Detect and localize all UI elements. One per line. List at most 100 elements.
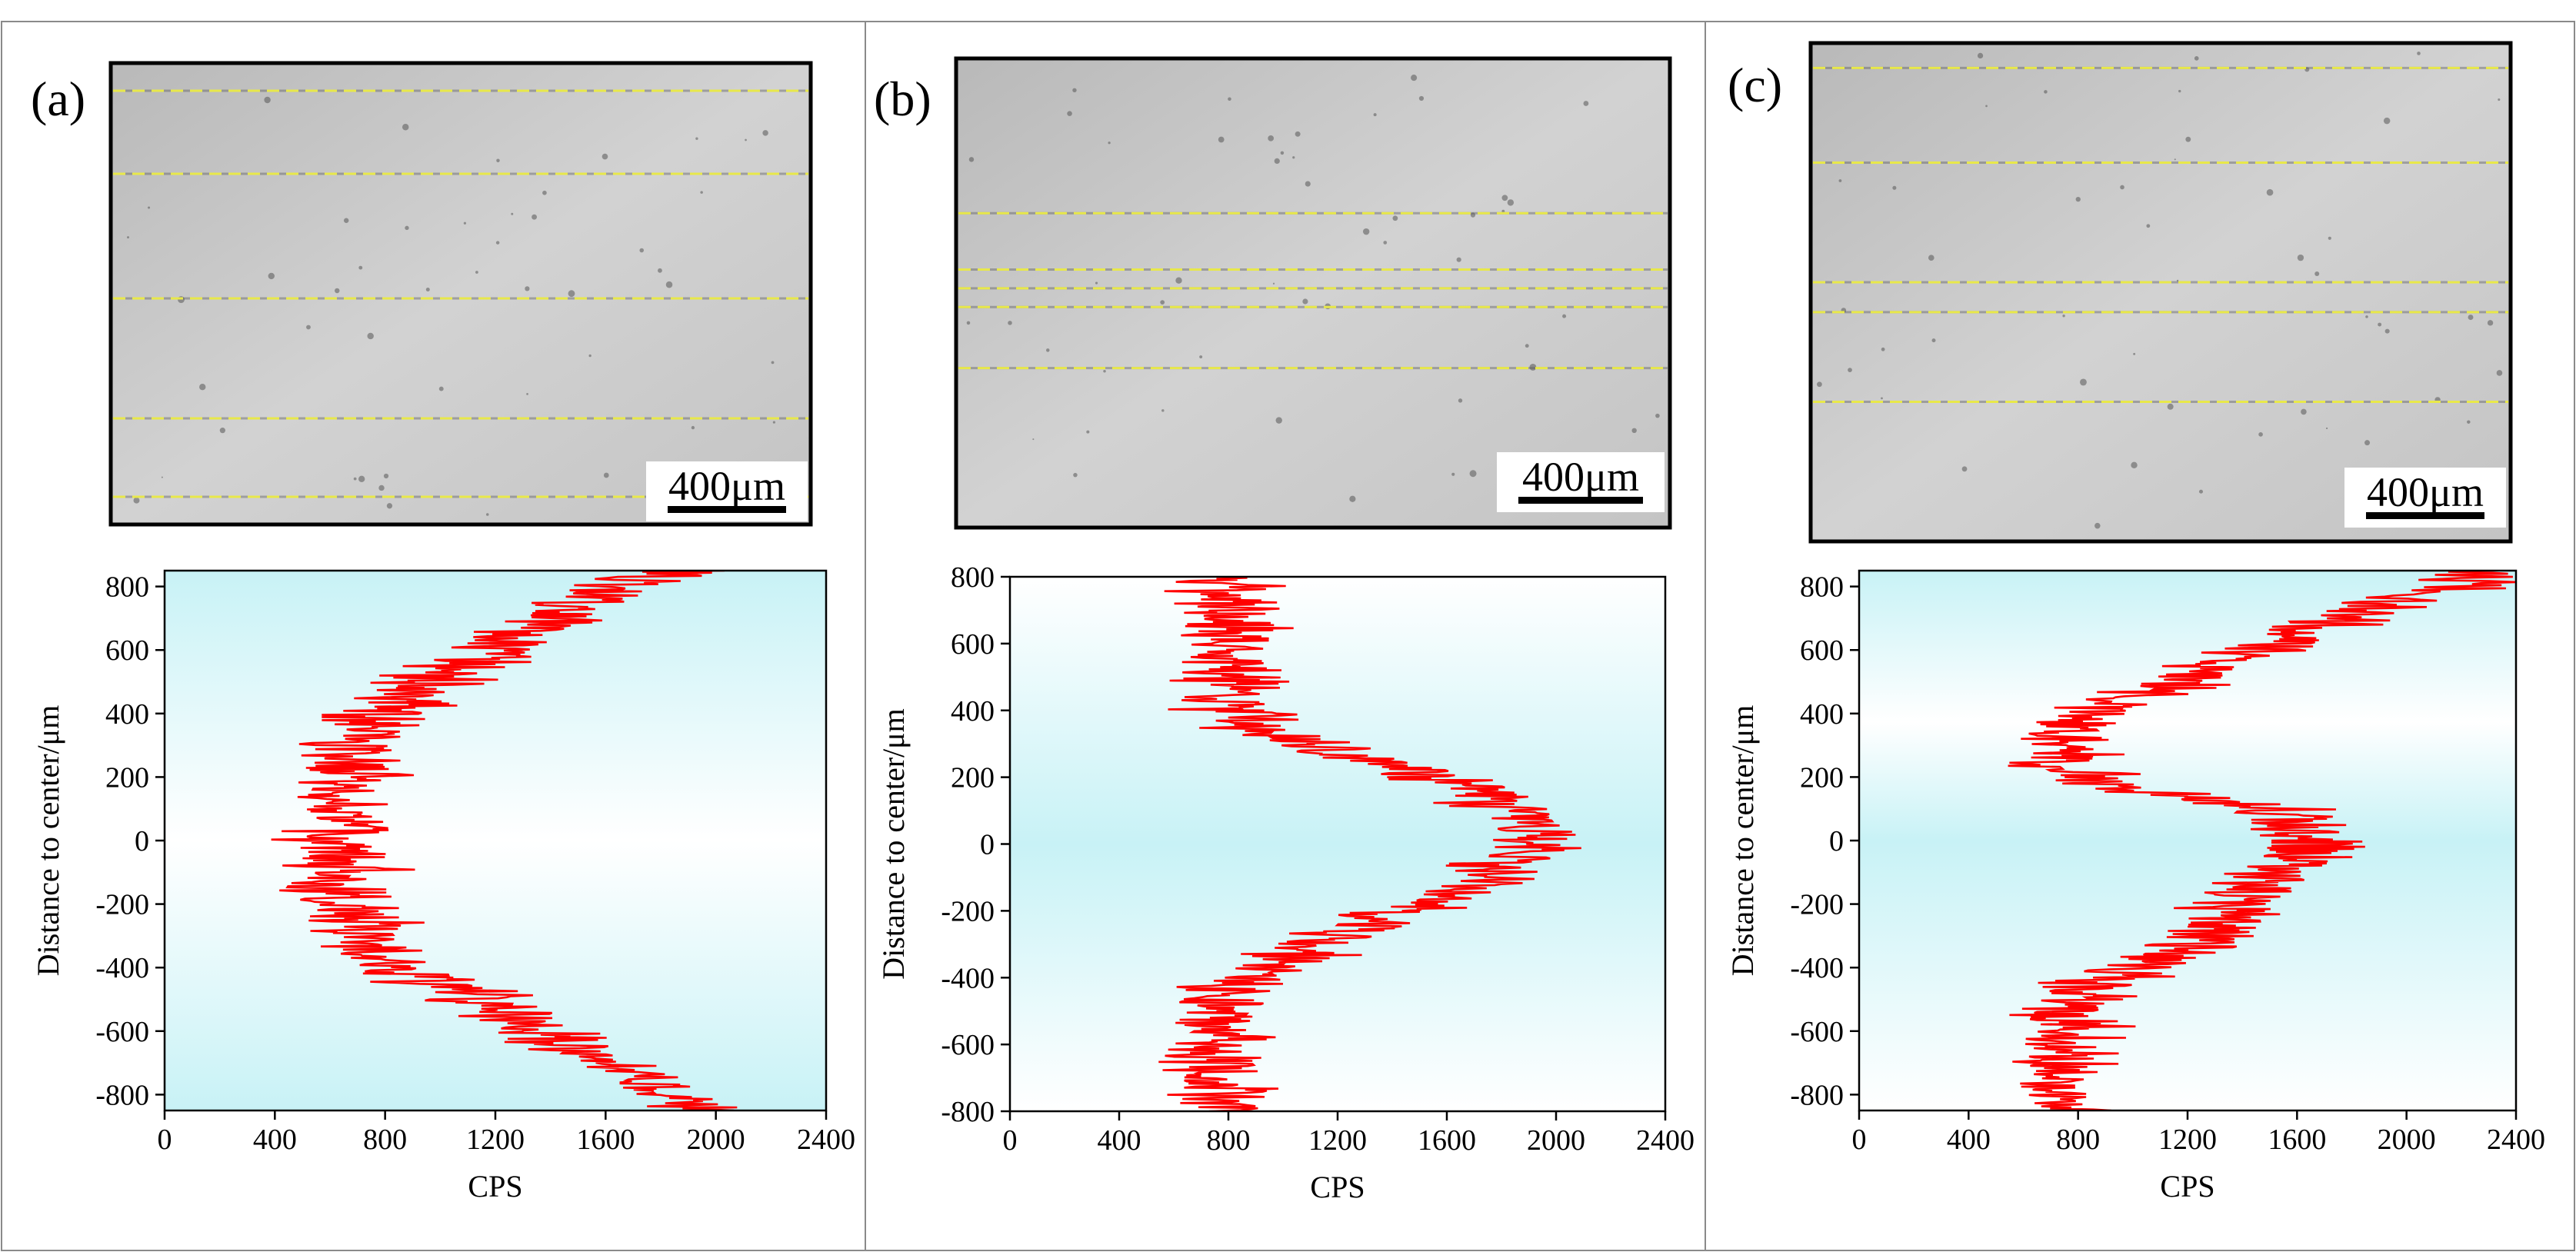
y-tick-label: -400 xyxy=(1790,952,1844,984)
micrograph-speck xyxy=(1228,97,1231,102)
micrograph-speck xyxy=(1631,428,1637,434)
micrograph-speck xyxy=(2383,117,2391,125)
x-tick-label: 0 xyxy=(1003,1124,1018,1157)
micrograph-speck xyxy=(1161,409,1165,412)
micrograph-speck xyxy=(568,290,575,298)
micrograph-speck xyxy=(1032,438,1035,441)
micrograph-speck xyxy=(343,218,349,223)
plot-background xyxy=(1010,577,1665,1111)
micrograph-speck xyxy=(1272,282,1275,285)
micrograph-speck xyxy=(1848,368,1852,373)
x-tick-label: 2000 xyxy=(1527,1124,1585,1157)
micrograph-speck xyxy=(1046,348,1050,352)
y-tick-label: -200 xyxy=(1790,889,1844,921)
micrograph-speck xyxy=(1525,344,1529,348)
x-tick-label: 2400 xyxy=(2487,1124,2545,1156)
micrograph-speck xyxy=(358,475,365,483)
micrograph-speck xyxy=(526,393,528,395)
scale-bar-label: 400μm xyxy=(668,463,785,509)
cps-trace-line xyxy=(2008,571,2516,1110)
y-tick-label: 0 xyxy=(980,829,995,861)
micrograph-speck xyxy=(695,137,698,140)
y-tick-label: 400 xyxy=(105,698,149,731)
micrograph-speck xyxy=(1892,185,1897,190)
x-axis-label: CPS xyxy=(468,1169,522,1204)
scale-bar xyxy=(2366,512,2484,519)
micrograph-speck xyxy=(745,138,747,142)
micrograph-speck xyxy=(1501,195,1508,201)
cps-trace-line xyxy=(271,571,738,1110)
micrograph-speck xyxy=(603,472,609,478)
micrograph-image xyxy=(1808,41,2513,544)
micrograph-speck xyxy=(2075,196,2081,202)
y-tick-label: -200 xyxy=(941,895,995,927)
plot-background xyxy=(165,571,826,1110)
micrograph-speck xyxy=(2146,224,2151,228)
micrograph-speck xyxy=(2301,408,2307,415)
micrograph-speck xyxy=(1305,181,1311,187)
y-tick-label: 600 xyxy=(105,634,149,667)
micrograph-speck xyxy=(639,248,645,253)
micrograph-speck xyxy=(2133,352,2136,355)
micrograph-speck xyxy=(405,225,409,231)
x-axis-label: CPS xyxy=(1310,1170,1365,1204)
x-tick-label: 2400 xyxy=(1636,1124,1695,1157)
x-tick-label: 1200 xyxy=(2158,1124,2217,1156)
micrograph-speck xyxy=(2120,185,2124,190)
panel-label: (a) xyxy=(31,72,85,126)
micrograph-speck xyxy=(968,157,975,162)
micrograph-speck xyxy=(2062,315,2065,318)
y-tick-label: 800 xyxy=(951,561,995,594)
x-tick-label: 1600 xyxy=(1418,1124,1476,1157)
micrograph-speck xyxy=(762,130,768,136)
micrograph-speck xyxy=(1817,381,1822,388)
y-axis-label: Distance to center/μm xyxy=(876,708,911,979)
micrograph-speck xyxy=(1073,472,1078,478)
cps-trace-line xyxy=(1158,577,1581,1111)
micrograph-speck xyxy=(495,241,500,245)
micrograph-speck xyxy=(2297,254,2304,261)
micrograph-speck xyxy=(1458,398,1463,403)
micrograph-speck xyxy=(1275,417,1282,424)
x-tick-label: 1200 xyxy=(466,1124,525,1156)
x-tick-label: 400 xyxy=(1098,1124,1141,1157)
y-tick-label: -600 xyxy=(1790,1016,1844,1048)
micrograph-speck xyxy=(2198,489,2204,494)
y-tick-label: 200 xyxy=(951,762,995,794)
micrograph-speck xyxy=(1072,88,1077,93)
micrograph-speck xyxy=(2468,315,2474,321)
x-tick-label: 1200 xyxy=(1308,1124,1367,1157)
micrograph-speck xyxy=(691,425,695,430)
micrograph-speck xyxy=(1280,151,1285,155)
micrograph-speck xyxy=(463,221,467,225)
micrograph-speck xyxy=(438,386,444,391)
micrograph-speck xyxy=(1067,111,1072,116)
micrograph-speck xyxy=(496,158,500,162)
micrograph-speck xyxy=(1977,52,1984,58)
micrograph-speck xyxy=(1881,347,1885,351)
x-tick-label: 800 xyxy=(2056,1124,2100,1156)
micrograph-speck xyxy=(1529,363,1537,371)
micrograph-speck xyxy=(2094,522,2101,529)
micrograph-speck xyxy=(2080,378,2087,386)
micrograph-speck xyxy=(306,325,311,330)
y-tick-label: -400 xyxy=(941,962,995,994)
y-tick-label: -800 xyxy=(1790,1079,1844,1111)
micrograph-speck xyxy=(1302,298,1308,305)
micrograph-speck xyxy=(2185,136,2191,142)
figure-frame xyxy=(1,21,2575,1251)
micrograph-speck xyxy=(161,476,163,478)
micrograph-speck xyxy=(602,153,608,160)
micrograph-speck xyxy=(1108,142,1111,145)
micrograph-speck xyxy=(1160,300,1165,305)
y-tick-label: 0 xyxy=(1829,825,1844,857)
scale-bar xyxy=(1518,497,1643,504)
micrograph-speck xyxy=(511,212,514,215)
micrograph-speck xyxy=(1456,257,1461,262)
micrograph-speck xyxy=(2384,328,2390,334)
micrograph-speck xyxy=(1373,113,1377,117)
micrograph-speck xyxy=(1218,136,1225,143)
x-tick-label: 1600 xyxy=(2268,1124,2326,1156)
x-tick-label: 1600 xyxy=(576,1124,635,1156)
micrograph-speck xyxy=(2174,158,2176,161)
